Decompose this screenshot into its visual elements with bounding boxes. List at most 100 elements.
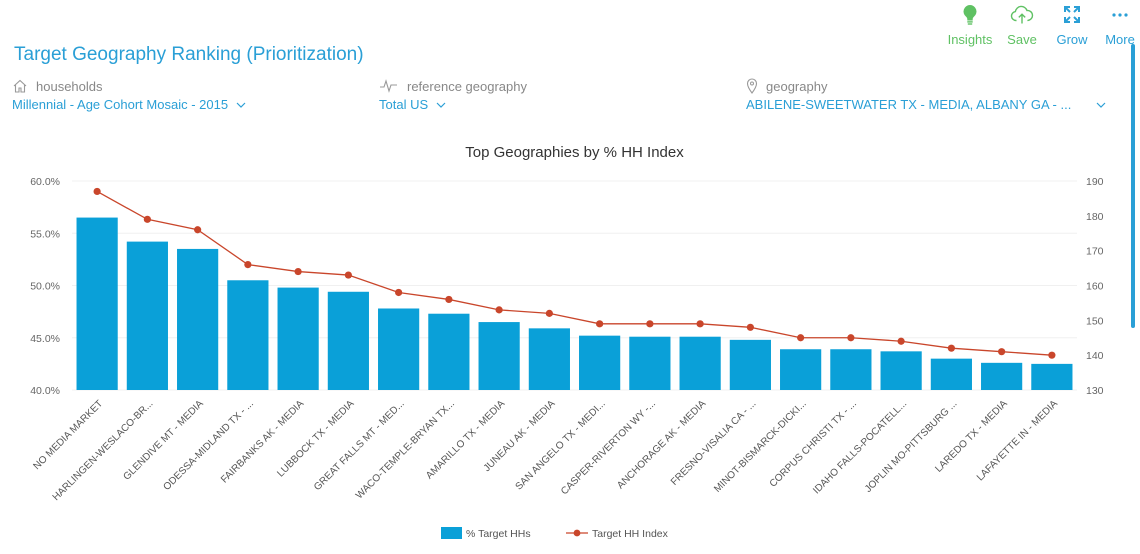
home-icon — [13, 79, 27, 93]
reference-geography-filter: reference geography Total US — [379, 78, 527, 113]
index-point — [897, 337, 905, 345]
households-dropdown[interactable]: Millennial - Age Cohort Mosaic - 2015 — [12, 97, 246, 112]
index-point — [1048, 351, 1056, 359]
y-right-tick-label: 180 — [1086, 211, 1104, 223]
legend-swatch-point — [573, 529, 581, 537]
y-right-tick-label: 140 — [1086, 350, 1104, 362]
bar — [1031, 363, 1073, 390]
legend-swatch-bars — [441, 527, 462, 539]
bar — [378, 308, 420, 390]
bar — [629, 336, 671, 390]
index-point — [294, 267, 302, 276]
x-tick-label: SAN ANGELO TX - MEDI... — [514, 398, 608, 492]
reference-geography-dropdown[interactable]: Total US — [379, 97, 527, 112]
toolbar: Insights Save Grow More — [942, 4, 1140, 47]
geography-value: ABILENE-SWEETWATER TX - MEDIA, ALBANY GA… — [746, 97, 1072, 112]
x-tick-label: IDAHO FALLS-POCATELL... — [811, 398, 909, 496]
page-title: Target Geography Ranking (Prioritization… — [14, 44, 364, 65]
households-caption: households — [36, 78, 103, 94]
legend-label-line: Target HH Index — [592, 528, 669, 540]
x-tick-label: MINOT-BISMARCK-DICKI... — [712, 398, 809, 495]
x-tick-label: CASPER-RIVERTON WY -... — [559, 398, 658, 497]
y-right-tick-label: 130 — [1086, 385, 1104, 397]
index-point — [847, 334, 855, 342]
index-point — [746, 323, 754, 331]
index-point — [545, 309, 553, 317]
index-point — [143, 215, 151, 223]
bar — [277, 287, 319, 390]
chevron-down-icon — [1096, 102, 1106, 108]
households-value: Millennial - Age Cohort Mosaic - 2015 — [12, 97, 229, 112]
index-point — [344, 271, 352, 279]
x-tick-label: WACO-TEMPLE-BRYAN TX... — [354, 398, 457, 501]
grow-label: Grow — [1056, 32, 1088, 47]
geography-filter: geography ABILENE-SWEETWATER TX - MEDIA,… — [746, 78, 1106, 112]
index-point — [395, 288, 403, 297]
insights-label: Insights — [947, 32, 993, 47]
bar — [227, 280, 269, 390]
x-tick-label: HARLINGEN-WESLACO-BR... — [51, 398, 156, 503]
index-point — [797, 334, 805, 342]
reference-caption: reference geography — [407, 78, 527, 94]
y-right-tick-label: 190 — [1086, 176, 1104, 188]
index-point — [93, 187, 101, 196]
households-filter: households Millennial - Age Cohort Mosai… — [12, 78, 246, 112]
y-left-tick-label: 40.0% — [30, 385, 60, 397]
index-point — [998, 348, 1006, 356]
x-tick-label: JOPLIN MO-PITTSBURG ... — [863, 398, 960, 495]
pulse-icon — [380, 79, 397, 93]
geography-dropdown[interactable]: ABILENE-SWEETWATER TX - MEDIA, ALBANY GA… — [746, 97, 1106, 112]
index-point — [244, 261, 252, 269]
x-tick-label: GREAT FALLS MT - MED... — [312, 398, 407, 493]
index-point — [445, 295, 453, 304]
more-label: More — [1105, 32, 1135, 47]
expand-icon — [1064, 6, 1080, 23]
bar — [76, 217, 118, 390]
map-pin-icon — [746, 78, 758, 94]
index-point — [646, 320, 654, 328]
bar — [126, 241, 168, 390]
geography-caption: geography — [766, 78, 828, 94]
bar — [579, 335, 621, 390]
y-left-tick-label: 45.0% — [30, 333, 60, 345]
x-tick-label: FAIRBANKS AK - MEDIA — [219, 398, 306, 485]
chevron-down-icon — [236, 102, 246, 108]
more-button[interactable]: More — [1100, 4, 1140, 47]
index-point — [696, 320, 704, 328]
scrollbar[interactable] — [1131, 44, 1135, 328]
index-line — [96, 190, 1052, 356]
bar — [780, 349, 822, 390]
save-button[interactable]: Save — [1000, 4, 1044, 47]
bar — [880, 351, 922, 390]
grow-button[interactable]: Grow — [1050, 4, 1094, 47]
y-left-tick-label: 50.0% — [30, 281, 60, 293]
y-right-tick-label: 170 — [1086, 246, 1104, 258]
more-dots-icon — [1112, 13, 1128, 17]
save-label: Save — [1007, 32, 1037, 47]
bar — [981, 362, 1023, 390]
y-right-tick-label: 150 — [1086, 315, 1104, 327]
index-point — [194, 226, 202, 234]
legend-label-bars: % Target HHs — [466, 528, 531, 540]
bar — [679, 336, 721, 390]
insights-button[interactable]: Insights — [942, 4, 998, 47]
lightbulb-icon — [963, 5, 977, 25]
y-right-tick-label: 160 — [1086, 281, 1104, 293]
index-point — [596, 320, 604, 328]
combo-chart: Top Geographies by % HH Index 40.0% 45.0% 5… — [30, 144, 1104, 540]
chevron-down-icon — [436, 102, 446, 108]
bar — [729, 339, 771, 390]
cloud-upload-icon — [1010, 5, 1034, 24]
index-point — [947, 344, 955, 352]
x-tick-label: ODESSA-MIDLAND TX - ... — [162, 398, 256, 492]
bar — [177, 248, 219, 390]
y-left-tick-label: 55.0% — [30, 228, 60, 240]
bar — [830, 349, 872, 390]
index-point — [495, 306, 503, 314]
bar — [528, 328, 570, 390]
x-tick-label: LAFAYETTE IN - MEDIA — [975, 398, 1060, 483]
x-tick-label: ANCHORAGE AK - MEDIA — [615, 398, 708, 491]
bar — [930, 358, 972, 390]
bar — [478, 322, 520, 390]
x-tick-label: CORPUS CHRISTI TX - ... — [768, 398, 859, 489]
